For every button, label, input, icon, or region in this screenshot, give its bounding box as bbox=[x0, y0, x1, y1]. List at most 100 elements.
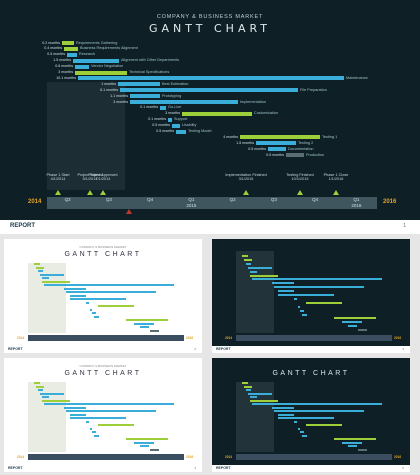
thumb-gantt-bar bbox=[294, 297, 297, 300]
gantt-bar[interactable] bbox=[75, 64, 89, 69]
thumb-gantt-bar bbox=[36, 385, 44, 388]
gantt-bar[interactable] bbox=[73, 58, 119, 63]
thumb-axis bbox=[28, 454, 184, 460]
thumb-gantt-bar bbox=[242, 382, 248, 384]
thumb-gantt-bar bbox=[278, 290, 294, 293]
thumb-gantt-bar bbox=[44, 284, 174, 286]
gantt-bar[interactable] bbox=[268, 147, 286, 152]
thumb-page-number: 3 bbox=[402, 347, 404, 351]
task-duration: 0.4 months bbox=[44, 46, 62, 51]
thumb-gantt-bar bbox=[306, 301, 342, 304]
thumb-gantt-bar bbox=[90, 308, 92, 311]
thumb-gantt-bar bbox=[248, 392, 272, 395]
thumb-gantt-bar bbox=[252, 278, 382, 281]
thumb-gantt-bar bbox=[94, 434, 99, 437]
task-name: Requirements Gathering bbox=[76, 40, 118, 45]
thumb-gantt-bar bbox=[300, 309, 304, 312]
thumb-gantt-bar bbox=[66, 291, 156, 293]
today-marker-icon[interactable] bbox=[126, 209, 132, 214]
thumb-gantt-bar bbox=[244, 385, 252, 388]
thumb-footer-label: REPORT bbox=[8, 347, 23, 351]
task-name: Research bbox=[79, 52, 96, 57]
thumbnail-2[interactable]: 2014 2016 REPORT 3 bbox=[212, 239, 410, 353]
thumb-footer: REPORT 5 bbox=[212, 465, 410, 472]
thumb-gantt-bar bbox=[302, 434, 307, 437]
milestone-label: Project Approved 7/1/2014 bbox=[88, 173, 118, 181]
task-name: Vendor Negotiation bbox=[91, 64, 124, 69]
thumb-footer-label: REPORT bbox=[216, 466, 231, 470]
milestone-label: Implementation Finished 3/1/2015 bbox=[225, 173, 267, 181]
task-name: Documentation bbox=[288, 146, 314, 151]
thumb-year-end: 2016 bbox=[394, 455, 402, 459]
thumb-gantt-bar bbox=[92, 431, 96, 433]
milestone-marker-icon[interactable] bbox=[333, 190, 339, 195]
thumb-gantt-bar bbox=[246, 389, 251, 391]
gantt-bar[interactable] bbox=[168, 117, 172, 122]
report-label: REPORT bbox=[10, 223, 36, 229]
milestone-label: Testing Finished 10/1/2015 bbox=[286, 173, 314, 181]
thumbnail-1[interactable]: COMPANY & BUSINESS MARKET GANTT CHART 20… bbox=[4, 239, 202, 353]
gantt-bar[interactable] bbox=[120, 88, 298, 93]
gantt-bar[interactable] bbox=[130, 100, 238, 104]
gantt-bar[interactable] bbox=[182, 111, 252, 116]
thumb-gantt-bar bbox=[94, 315, 99, 318]
gantt-bar[interactable] bbox=[64, 46, 78, 51]
gantt-bar[interactable] bbox=[176, 129, 186, 134]
thumb-gantt-bar bbox=[278, 417, 334, 419]
task-name: Testing Model bbox=[188, 129, 212, 133]
task-name: Implementation bbox=[240, 99, 266, 104]
gantt-bar[interactable] bbox=[240, 135, 320, 140]
task-duration: 0.5 months bbox=[248, 146, 266, 151]
thumb-title: GANTT CHART bbox=[272, 370, 350, 377]
main-slide[interactable]: COMPANY & BUSINESS MARKET GANTT CHART 0.… bbox=[0, 0, 420, 220]
thumb-year-end: 2016 bbox=[186, 336, 194, 340]
thumb-gantt-bar bbox=[342, 321, 362, 324]
gantt-bar[interactable] bbox=[160, 105, 166, 110]
thumbnail-4[interactable]: GANTT CHART 2014 2016 REPORT 5 bbox=[212, 358, 410, 472]
thumb-gantt-bar bbox=[250, 270, 257, 273]
gantt-bar[interactable] bbox=[130, 94, 160, 99]
milestone-marker-icon[interactable] bbox=[243, 190, 249, 195]
thumb-gantt-bar bbox=[38, 389, 43, 391]
thumb-gantt-bar bbox=[126, 438, 168, 440]
thumb-gantt-bar bbox=[86, 420, 89, 423]
gantt-bar[interactable] bbox=[67, 52, 77, 57]
thumb-gantt-bar bbox=[70, 298, 126, 300]
task-name: Alignment with Other Departments bbox=[121, 58, 180, 63]
gantt-bar[interactable] bbox=[286, 153, 304, 158]
milestone-marker-icon[interactable] bbox=[87, 190, 93, 195]
gantt-bar[interactable] bbox=[172, 123, 180, 128]
thumb-gantt-bar bbox=[134, 322, 154, 325]
thumb-gantt-bar bbox=[70, 294, 86, 297]
thumb-gantt-bar bbox=[70, 413, 86, 416]
gantt-bar[interactable] bbox=[75, 70, 127, 75]
gantt-bar[interactable] bbox=[62, 41, 74, 45]
thumb-gantt-bar bbox=[140, 326, 149, 328]
milestone-label: Phase 1 Close 1/1/2016 bbox=[323, 173, 349, 181]
milestone-marker-icon[interactable] bbox=[297, 190, 303, 195]
gantt-bar[interactable] bbox=[118, 82, 160, 87]
gantt-bar[interactable] bbox=[256, 141, 296, 146]
thumb-gantt-bar bbox=[38, 270, 43, 272]
thumb-gantt-bar bbox=[150, 448, 159, 451]
timeline-shade bbox=[47, 82, 125, 190]
thumb-shade bbox=[236, 251, 274, 333]
thumb-gantt-bar bbox=[334, 317, 376, 320]
thumb-gantt-bar bbox=[248, 266, 272, 269]
axis-tick: Q3 bbox=[270, 197, 277, 202]
milestone-label: Project Started 5/1/2014 bbox=[77, 173, 103, 181]
thumb-gantt-bar bbox=[278, 294, 334, 296]
thumb-year-start: 2014 bbox=[17, 455, 25, 459]
axis-tick: Q3 bbox=[105, 197, 112, 202]
thumb-gantt-bar bbox=[298, 427, 300, 430]
thumb-gantt-bar bbox=[334, 438, 376, 440]
axis-tick: Q1 2015 bbox=[186, 197, 197, 208]
thumbnail-3[interactable]: COMPANY & BUSINESS MARKET GANTT CHART 20… bbox=[4, 358, 202, 472]
milestone-marker-icon[interactable] bbox=[55, 190, 61, 195]
thumb-year-start: 2014 bbox=[17, 336, 25, 340]
milestone-marker-icon[interactable] bbox=[100, 190, 106, 195]
thumb-gantt-bar bbox=[298, 305, 300, 308]
timeline-axis: Q2 Q3 Q4 Q1 2015 Q2 Q3 Q4 Q1 2016 bbox=[47, 197, 377, 209]
gantt-bar[interactable] bbox=[78, 76, 344, 81]
thumb-year-end: 2016 bbox=[186, 455, 194, 459]
